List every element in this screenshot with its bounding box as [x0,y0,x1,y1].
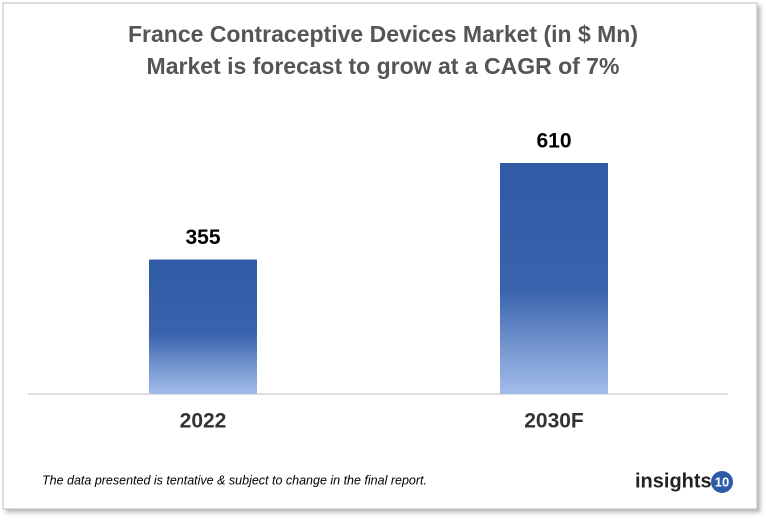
chart-title: France Contraceptive Devices Market (in … [128,21,638,47]
logo-badge [711,471,733,493]
frame [2,2,758,510]
bar [149,259,257,394]
x-tick-label: 2030F [524,410,584,433]
x-tick-label: 2022 [180,410,227,433]
logo-text: insights [635,470,712,492]
value-label: 610 [536,130,571,153]
bar [500,163,608,394]
value-label: 355 [185,226,220,249]
chart-subtitle: Market is forecast to grow at a CAGR of … [147,53,620,79]
logo-badge-text: 10 [715,474,729,489]
footnote: The data presented is tentative & subjec… [42,473,427,487]
